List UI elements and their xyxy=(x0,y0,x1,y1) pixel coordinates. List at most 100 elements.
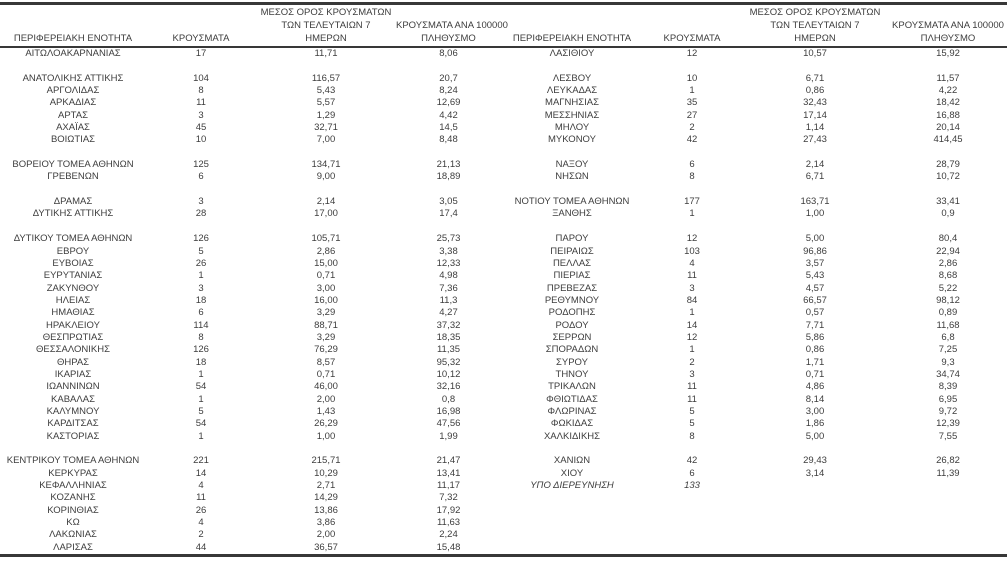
value-cell: 1,00 xyxy=(805,208,825,220)
value-cell: 2,86 xyxy=(938,257,958,269)
value-cell: 12 xyxy=(686,331,698,343)
table-row: ΒΟΙΩΤΙΑΣ 10 7,00 8,48 ΜΥΚΟΝΟΥ 42 27,43 414,45 xyxy=(0,134,1007,146)
value-cell xyxy=(643,492,741,504)
value-cell: 4,22 xyxy=(938,85,958,97)
table-row: ΚΑΣΤΟΡΙΑΣ 1 1,00 1,99 ΧΑΛΚΙΔΙΚΗΣ 8 5,00 7,55 xyxy=(0,431,1007,443)
value-cell: 11 xyxy=(196,492,206,504)
table-row: ΑΙΤΩΛΟΑΚΑΡΝΑΝΙΑΣ 17 11,71 8,06 ΛΑΣΙΘΙΟΥ 12 10,… xyxy=(0,47,1007,60)
region-cell: ΙΚΑΡΙΑΣ xyxy=(54,368,92,380)
table-row: ΓΡΕΒΕΝΩΝ 6 9,00 18,89 ΝΗΣΩΝ 8 6,71 10,72 xyxy=(0,171,1007,183)
table-row: ΚΕΝΤΡΙΚΟΥ ΤΟΜΕΑ ΑΘΗΝΩΝ 221 215,71 21,47 ΧΑΝΙ… xyxy=(0,455,1007,467)
table-row: ΘΗΡΑΣ 18 8,57 95,32 ΣΥΡΟΥ 2 1,71 9,3 xyxy=(0,357,1007,369)
value-cell xyxy=(889,60,1007,72)
value-cell: 18,42 xyxy=(936,97,960,109)
region-cell: ΗΛΕΙΑΣ xyxy=(55,294,91,306)
value-cell: 21,13 xyxy=(436,159,461,171)
value-cell: 125 xyxy=(193,159,209,171)
value-cell: 13,86 xyxy=(314,504,338,516)
value-cell xyxy=(741,480,889,492)
value-cell: 5,57 xyxy=(316,97,336,109)
value-cell: 2 xyxy=(689,122,695,134)
region-cell: ΤΗΝΟΥ xyxy=(555,368,589,380)
value-cell: 5,86 xyxy=(805,331,825,343)
header-avg7-left-line3: ΗΜΕΡΩΝ xyxy=(305,33,347,44)
value-cell xyxy=(146,184,256,196)
table-row xyxy=(0,443,1007,455)
value-cell: 7,71 xyxy=(805,319,825,331)
region-cell: ΑΙΤΩΛΟΑΚΑΡΝΑΝΙΑΣ xyxy=(25,48,121,59)
value-cell: 34,74 xyxy=(936,368,960,380)
table-row: ΔΥΤΙΚΟΥ ΤΟΜΕΑ ΑΘΗΝΩΝ 126 105,71 25,73 ΠΑΡΟΥ 1… xyxy=(0,233,1007,245)
value-cell: 18 xyxy=(195,356,207,368)
region-cell: ΚΕΝΤΡΙΚΟΥ ΤΟΜΕΑ ΑΘΗΝΩΝ xyxy=(6,455,140,467)
value-cell: 6 xyxy=(689,159,695,171)
region-cell: ΑΧΑΪΑΣ xyxy=(56,122,90,134)
value-cell: 1 xyxy=(198,270,204,282)
value-cell: 3,00 xyxy=(805,405,825,417)
value-cell: 10,72 xyxy=(936,171,960,183)
region-cell: ΠΕΙΡΑΙΩΣ xyxy=(550,245,594,257)
region-cell: ΠΡΕΒΕΖΑΣ xyxy=(546,282,598,294)
region-cell: ΚΟΡΙΝΘΙΑΣ xyxy=(47,504,99,516)
value-cell: 26 xyxy=(195,257,207,269)
value-cell: 6,71 xyxy=(805,171,825,183)
value-cell: 5,43 xyxy=(805,270,825,282)
value-cell xyxy=(741,221,889,233)
value-cell: 8,24 xyxy=(439,85,458,97)
table-row: ΚΑΒΑΛΑΣ 1 2,00 0,8 ΦΘΙΩΤΙΔΑΣ 11 8,14 6,95 xyxy=(0,394,1007,406)
region-cell: ΤΡΙΚΑΛΩΝ xyxy=(548,381,596,393)
region-cell: ΕΥΒΟΙΑΣ xyxy=(52,257,94,269)
region-cell xyxy=(501,443,643,455)
value-cell xyxy=(889,529,1007,541)
value-cell: 18,35 xyxy=(436,331,461,343)
value-cell: 9,3 xyxy=(941,356,955,368)
table-row: ΛΑΚΩΝΙΑΣ 2 2,00 2,24 xyxy=(0,529,1007,541)
value-cell xyxy=(889,184,1007,196)
value-cell: 21,47 xyxy=(436,455,461,467)
value-cell xyxy=(256,184,396,196)
value-cell: 5 xyxy=(198,245,204,257)
region-cell: ΣΥΡΟΥ xyxy=(556,356,588,368)
value-cell: 28 xyxy=(195,208,207,220)
value-cell: 12,33 xyxy=(436,257,461,269)
value-cell: 11 xyxy=(687,381,697,393)
region-cell: ΦΛΩΡΙΝΑΣ xyxy=(547,405,597,417)
value-cell xyxy=(889,147,1007,159)
value-cell: 45 xyxy=(195,122,207,134)
value-cell: 2,14 xyxy=(316,196,336,208)
value-cell: 8,57 xyxy=(316,356,336,368)
value-cell: 0,86 xyxy=(805,85,825,97)
region-cell: ΠΙΕΡΙΑΣ xyxy=(553,270,591,282)
value-cell: 27,43 xyxy=(803,134,827,146)
value-cell: 3 xyxy=(689,282,695,294)
region-cell: ΜΕΣΣΗΝΙΑΣ xyxy=(544,109,600,121)
value-cell xyxy=(741,60,889,72)
table-row: ΕΥΒΟΙΑΣ 26 15,00 12,33 ΠΕΛΛΑΣ 4 3,57 2,86 xyxy=(0,258,1007,270)
region-cell: ΒΟΙΩΤΙΑΣ xyxy=(50,134,96,146)
value-cell: 1 xyxy=(689,344,695,356)
header-per100k-right-line1: ΚΡΟΥΣΜΑΤΑ ΑΝΑ 100000 xyxy=(892,20,1004,31)
region-cell: ΚΑΒΑΛΑΣ xyxy=(51,393,95,405)
value-cell xyxy=(741,443,889,455)
value-cell: 8,06 xyxy=(439,48,458,59)
value-cell: 3,86 xyxy=(316,517,336,529)
region-cell xyxy=(501,492,643,504)
value-cell xyxy=(741,184,889,196)
region-cell xyxy=(501,60,643,72)
value-cell: 10,12 xyxy=(436,368,461,380)
region-cell: ΠΑΡΟΥ xyxy=(555,233,589,245)
value-cell: 0,71 xyxy=(805,368,825,380)
value-cell: 0,9 xyxy=(941,208,955,220)
value-cell: 15,48 xyxy=(436,541,461,553)
region-cell: ΘΗΡΑΣ xyxy=(56,356,90,368)
value-cell: 7,55 xyxy=(938,430,958,442)
value-cell: 10 xyxy=(686,72,698,84)
value-cell: 163,71 xyxy=(800,196,830,208)
table-row: ΙΩΑΝΝΙΝΩΝ 54 46,00 32,16 ΤΡΙΚΑΛΩΝ 11 4,86 8,39 xyxy=(0,381,1007,393)
value-cell: 1,29 xyxy=(316,109,336,121)
value-cell xyxy=(643,505,741,517)
region-cell: ΚΑΣΤΟΡΙΑΣ xyxy=(46,430,100,442)
region-cell: ΕΥΡΥΤΑΝΙΑΣ xyxy=(43,270,103,282)
region-cell xyxy=(501,529,643,541)
